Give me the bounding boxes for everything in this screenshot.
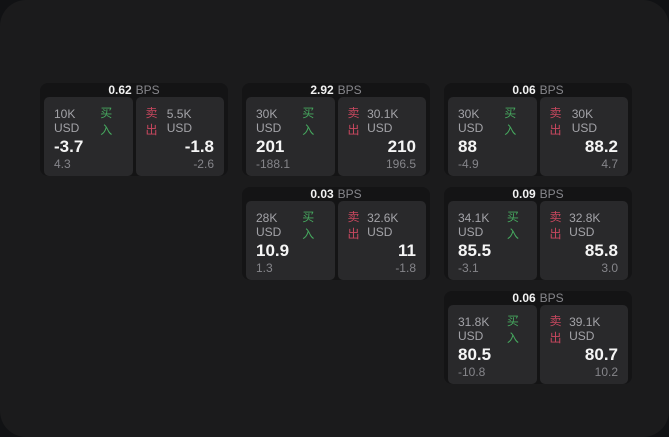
buy-sell-panels: 30K USD 买入 88 -4.9 卖出 30K USD 88.2 4.7 — [448, 97, 628, 176]
bps-value: 0.06 — [512, 291, 536, 305]
sell-panel[interactable]: 卖出 5.5K USD -1.8 -2.6 — [135, 97, 224, 176]
buy-delta: 4.3 — [54, 156, 71, 171]
buy-delta: -3.1 — [458, 260, 479, 275]
sell-side-label: 卖出 — [145, 106, 158, 137]
buy-delta: 1.3 — [256, 260, 273, 275]
bps-unit-label: BPS — [337, 187, 362, 201]
buy-price: 85.5 — [458, 241, 492, 260]
bps-header: 0.06 BPS — [448, 83, 628, 97]
sell-amount: 32.6K USD — [367, 211, 399, 239]
sell-delta: 196.5 — [385, 156, 416, 171]
buy-amount: 30K USD — [458, 107, 484, 135]
bps-header: 0.03 BPS — [246, 187, 426, 201]
sell-delta: -2.6 — [193, 156, 214, 171]
sell-price: 210 — [387, 137, 416, 156]
buy-price: 80.5 — [458, 345, 492, 364]
sell-amount: 32.8K USD — [569, 211, 601, 239]
buy-panel[interactable]: 10K USD 买入 -3.7 4.3 — [44, 97, 133, 176]
buy-amount: 30K USD — [256, 107, 282, 135]
sell-delta: 10.2 — [594, 364, 618, 379]
buy-side-label: 买入 — [100, 106, 113, 137]
buy-panel[interactable]: 30K USD 买入 88 -4.9 — [448, 97, 537, 176]
buy-sell-panels: 31.8K USD 买入 80.5 -10.8 卖出 39.1K USD 80.… — [448, 305, 628, 384]
buy-delta: -10.8 — [458, 364, 486, 379]
sell-panel[interactable]: 卖出 30K USD 88.2 4.7 — [539, 97, 628, 176]
buy-delta: -188.1 — [256, 156, 291, 171]
sell-delta: 4.7 — [601, 156, 618, 171]
buy-price: 201 — [256, 137, 285, 156]
sell-amount: 39.1K USD — [569, 315, 601, 343]
quote-card: 0.06 BPS 31.8K USD 买入 80.5 -10.8 卖出 39.1… — [444, 291, 632, 384]
sell-delta: 3.0 — [601, 260, 618, 275]
sell-price: 80.7 — [584, 345, 618, 364]
quote-card: 0.62 BPS 10K USD 买入 -3.7 4.3 卖出 5.5K USD… — [40, 83, 228, 176]
bps-value: 2.92 — [310, 83, 334, 97]
sell-panel[interactable]: 卖出 30.1K USD 210 196.5 — [337, 97, 426, 176]
buy-price: 88 — [458, 137, 477, 156]
sell-price: -1.8 — [184, 137, 214, 156]
bps-value: 0.62 — [108, 83, 132, 97]
sell-side-label: 卖出 — [347, 106, 360, 137]
buy-amount: 34.1K USD — [458, 211, 490, 239]
buy-sell-panels: 34.1K USD 买入 85.5 -3.1 卖出 32.8K USD 85.8… — [448, 201, 628, 280]
bps-unit-label: BPS — [337, 83, 362, 97]
buy-sell-panels: 28K USD 买入 10.9 1.3 卖出 32.6K USD 11 -1.8 — [246, 201, 426, 280]
bps-header: 2.92 BPS — [246, 83, 426, 97]
sell-amount: 30K USD — [571, 107, 598, 135]
sell-side-label: 卖出 — [549, 314, 562, 345]
sell-amount: 30.1K USD — [367, 107, 399, 135]
bps-unit-label: BPS — [539, 83, 564, 97]
buy-sell-panels: 10K USD 买入 -3.7 4.3 卖出 5.5K USD -1.8 -2.… — [44, 97, 224, 176]
buy-panel[interactable]: 30K USD 买入 201 -188.1 — [246, 97, 335, 176]
buy-side-label: 买入 — [302, 106, 315, 137]
buy-delta: -4.9 — [458, 156, 479, 171]
sell-panel[interactable]: 卖出 32.8K USD 85.8 3.0 — [539, 201, 628, 280]
buy-panel[interactable]: 34.1K USD 买入 85.5 -3.1 — [448, 201, 537, 280]
cards-grid: 0.62 BPS 10K USD 买入 -3.7 4.3 卖出 5.5K USD… — [40, 83, 632, 384]
buy-amount: 31.8K USD — [458, 315, 490, 343]
buy-amount: 10K USD — [54, 107, 80, 135]
bps-value: 0.03 — [310, 187, 334, 201]
bps-header: 0.09 BPS — [448, 187, 628, 201]
bps-value: 0.06 — [512, 83, 536, 97]
sell-side-label: 卖出 — [549, 106, 562, 137]
sell-side-label: 卖出 — [549, 210, 562, 241]
sell-price: 88.2 — [584, 137, 618, 156]
bps-header: 0.06 BPS — [448, 291, 628, 305]
quote-card: 2.92 BPS 30K USD 买入 201 -188.1 卖出 30.1K … — [242, 83, 430, 176]
bps-value: 0.09 — [512, 187, 536, 201]
quote-card: 0.06 BPS 30K USD 买入 88 -4.9 卖出 30K USD 8… — [444, 83, 632, 176]
buy-side-label: 买入 — [302, 210, 315, 241]
bps-unit-label: BPS — [135, 83, 160, 97]
sell-price: 11 — [398, 241, 416, 260]
bps-header: 0.62 BPS — [44, 83, 224, 97]
buy-side-label: 买入 — [506, 210, 519, 241]
sell-panel[interactable]: 卖出 32.6K USD 11 -1.8 — [337, 201, 426, 280]
bps-unit-label: BPS — [539, 291, 564, 305]
sell-delta: -1.8 — [395, 260, 416, 275]
sell-amount: 5.5K USD — [166, 107, 193, 135]
buy-side-label: 买入 — [506, 314, 519, 345]
buy-price: -3.7 — [54, 137, 84, 156]
sell-side-label: 卖出 — [347, 210, 360, 241]
sell-price: 85.8 — [584, 241, 618, 260]
bps-unit-label: BPS — [539, 187, 564, 201]
buy-panel[interactable]: 28K USD 买入 10.9 1.3 — [246, 201, 335, 280]
buy-amount: 28K USD — [256, 211, 282, 239]
buy-side-label: 买入 — [504, 106, 517, 137]
quote-card: 0.03 BPS 28K USD 买入 10.9 1.3 卖出 32.6K US… — [242, 187, 430, 280]
sell-panel[interactable]: 卖出 39.1K USD 80.7 10.2 — [539, 305, 628, 384]
buy-panel[interactable]: 31.8K USD 买入 80.5 -10.8 — [448, 305, 537, 384]
buy-sell-panels: 30K USD 买入 201 -188.1 卖出 30.1K USD 210 1… — [246, 97, 426, 176]
quote-card: 0.09 BPS 34.1K USD 买入 85.5 -3.1 卖出 32.8K… — [444, 187, 632, 280]
buy-price: 10.9 — [256, 241, 290, 260]
